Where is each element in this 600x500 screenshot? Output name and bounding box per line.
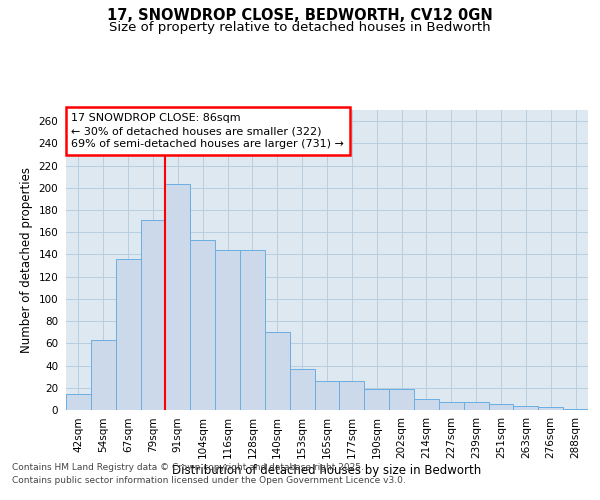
- Bar: [364, 389, 389, 410]
- Bar: [563, 409, 588, 410]
- Bar: [190, 240, 215, 410]
- Y-axis label: Number of detached properties: Number of detached properties: [20, 167, 33, 353]
- Bar: [488, 404, 514, 410]
- Bar: [290, 369, 314, 410]
- Bar: [389, 389, 414, 410]
- Bar: [240, 250, 265, 410]
- X-axis label: Distribution of detached houses by size in Bedworth: Distribution of detached houses by size …: [172, 464, 482, 477]
- Bar: [414, 399, 439, 410]
- Bar: [91, 340, 116, 410]
- Bar: [514, 406, 538, 410]
- Bar: [166, 184, 190, 410]
- Bar: [538, 406, 563, 410]
- Bar: [265, 332, 290, 410]
- Text: Contains HM Land Registry data © Crown copyright and database right 2025.: Contains HM Land Registry data © Crown c…: [12, 464, 364, 472]
- Bar: [314, 381, 340, 410]
- Bar: [215, 250, 240, 410]
- Bar: [464, 402, 488, 410]
- Bar: [116, 259, 140, 410]
- Bar: [140, 220, 166, 410]
- Bar: [439, 402, 464, 410]
- Text: 17 SNOWDROP CLOSE: 86sqm
← 30% of detached houses are smaller (322)
69% of semi-: 17 SNOWDROP CLOSE: 86sqm ← 30% of detach…: [71, 113, 344, 150]
- Text: Size of property relative to detached houses in Bedworth: Size of property relative to detached ho…: [109, 21, 491, 34]
- Text: Contains public sector information licensed under the Open Government Licence v3: Contains public sector information licen…: [12, 476, 406, 485]
- Text: 17, SNOWDROP CLOSE, BEDWORTH, CV12 0GN: 17, SNOWDROP CLOSE, BEDWORTH, CV12 0GN: [107, 8, 493, 22]
- Bar: [340, 381, 364, 410]
- Bar: [66, 394, 91, 410]
